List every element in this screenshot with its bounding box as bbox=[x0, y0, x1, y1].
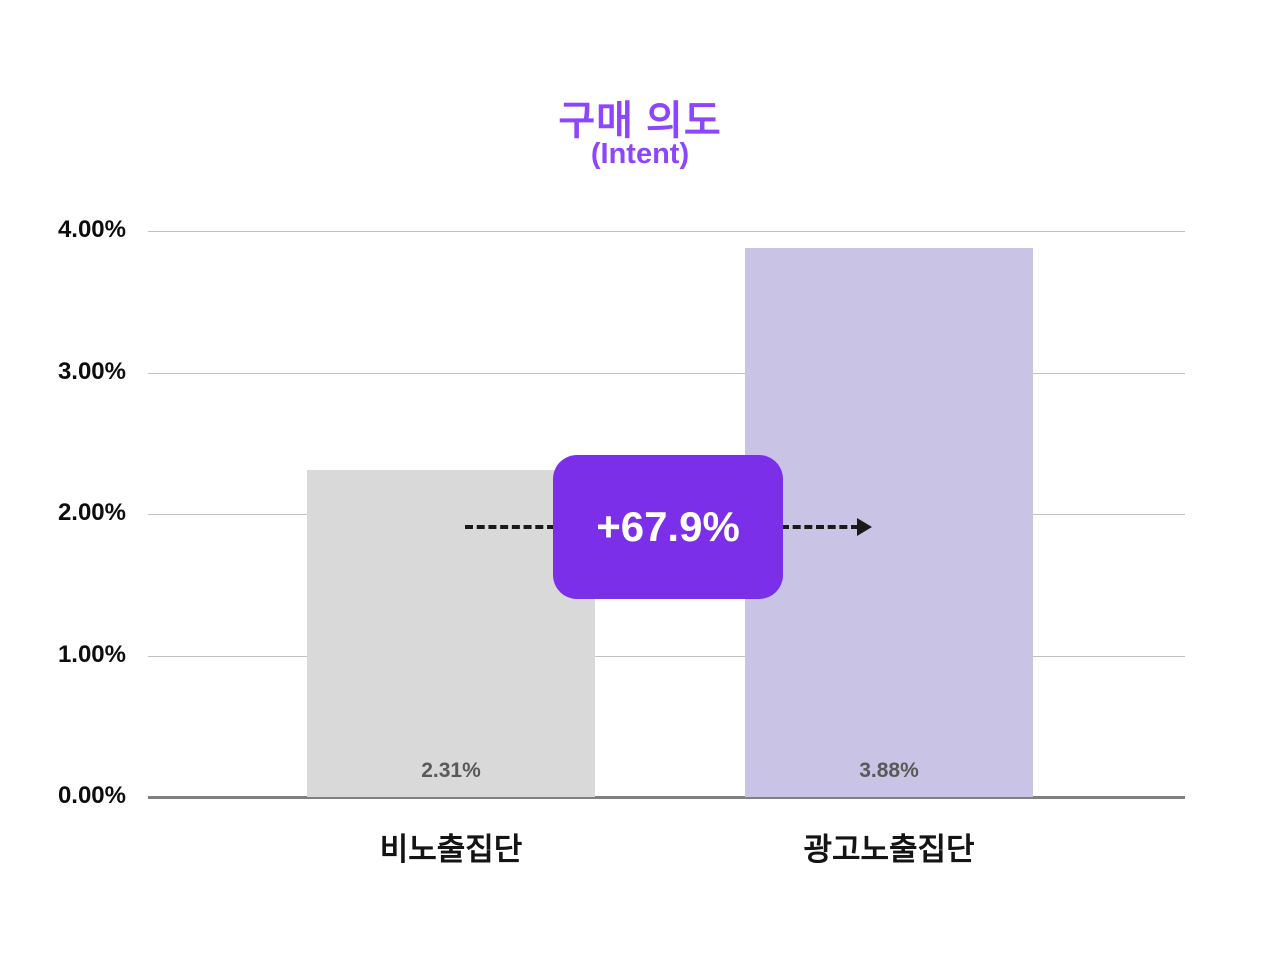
bar-value-label: 3.88% bbox=[859, 759, 919, 782]
dashed-arrow-line-left bbox=[465, 525, 555, 529]
y-tick-label: 1.00% bbox=[57, 640, 126, 668]
bar-value-label: 2.31% bbox=[421, 759, 481, 782]
x-axis-label-control: 비노출집단 bbox=[379, 832, 523, 867]
chart-subtitle: (Intent) bbox=[590, 138, 690, 170]
arrow-head-icon bbox=[857, 518, 872, 536]
dashed-arrow-line-right bbox=[781, 525, 859, 529]
x-axis-label-exposed: 광고노출집단 bbox=[803, 832, 975, 867]
lift-percentage-badge: +67.9% bbox=[553, 455, 783, 599]
y-tick-label: 4.00% bbox=[57, 216, 126, 243]
grid-line bbox=[148, 372, 1185, 374]
y-tick-label: 0.00% bbox=[57, 782, 126, 809]
chart-title: 구매 의도 bbox=[558, 99, 722, 143]
y-tick-label: 2.00% bbox=[57, 499, 126, 526]
bar-control-group: 2.31% bbox=[307, 470, 595, 797]
grid-line bbox=[148, 655, 1185, 657]
grid-line bbox=[148, 231, 1185, 232]
y-tick-label: 3.00% bbox=[57, 357, 126, 385]
bar-exposed-group: 3.88% bbox=[745, 247, 1033, 797]
axis-line bbox=[148, 796, 1185, 799]
plot-area: 4.00% 3.00% 2.00% 1.00% 0.00% 2.31% 3.88… bbox=[58, 216, 1185, 809]
